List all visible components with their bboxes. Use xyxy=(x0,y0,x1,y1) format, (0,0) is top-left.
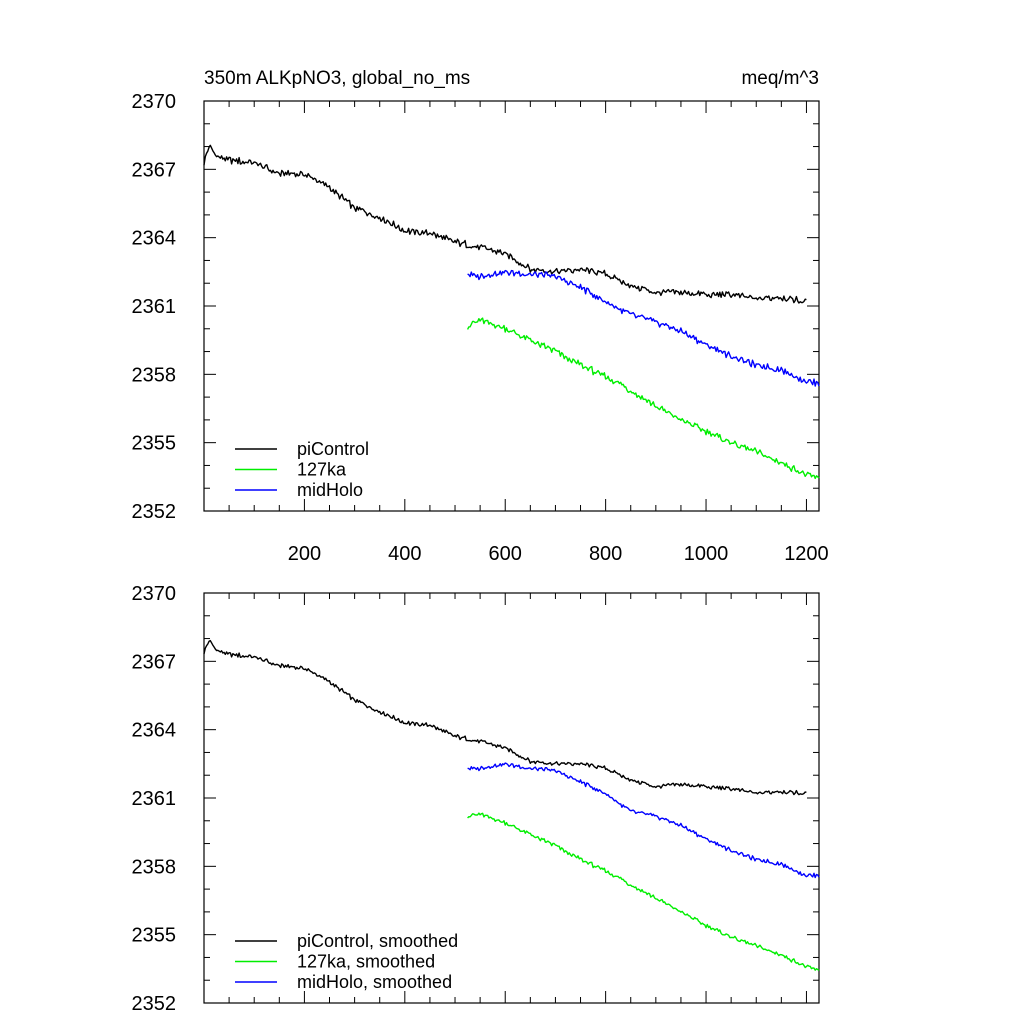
series-line-127ka xyxy=(466,317,820,480)
top-panel: 2352 2355 2358 2361 2364 2367 2370 200 400 600 800… xyxy=(132,68,829,565)
y-tick-label: 2364 xyxy=(132,228,177,250)
series-line-picontrol-smoothed xyxy=(203,639,807,796)
y-tick-label: 2355 xyxy=(132,433,177,455)
y-tick-label: 2358 xyxy=(132,364,177,386)
y-tick-label: 2352 xyxy=(132,501,177,523)
series-line-midholo-smoothed xyxy=(467,762,820,879)
x-tick-label: 200 xyxy=(288,543,321,565)
series-line-midholo xyxy=(467,269,820,387)
chart-title: 350m ALKpNO3, global_no_ms xyxy=(204,68,470,89)
y-tick-label: 2358 xyxy=(132,856,177,878)
y-tick-label: 2367 xyxy=(132,651,177,673)
x-tick-label: 1000 xyxy=(684,543,729,565)
legend-label: 127ka xyxy=(297,460,347,480)
y-tick-label: 2361 xyxy=(132,296,177,318)
y-tick-label: 2361 xyxy=(132,788,177,810)
series-line-127ka-smoothed xyxy=(467,812,820,971)
legend-label: midHolo xyxy=(297,480,363,500)
legend-label: midHolo, smoothed xyxy=(297,972,452,992)
x-tick-label: 800 xyxy=(589,543,622,565)
y-tick-label: 2355 xyxy=(132,925,177,947)
legend-label: 127ka, smoothed xyxy=(297,952,435,972)
bottom-panel: 2352 2355 2358 2361 2364 2367 2370 piControl, s… xyxy=(132,583,820,1015)
x-tick-label: 400 xyxy=(388,543,421,565)
series-line-picontrol xyxy=(203,144,807,304)
x-tick-label: 600 xyxy=(489,543,522,565)
y-tick-label: 2370 xyxy=(132,583,177,605)
y-tick-label: 2367 xyxy=(132,159,177,181)
x-tick-label: 1200 xyxy=(784,543,829,565)
y-tick-label: 2352 xyxy=(132,993,177,1015)
y-tick-label: 2364 xyxy=(132,720,177,742)
chart-units: meq/m^3 xyxy=(741,68,819,89)
legend-label: piControl xyxy=(297,439,369,459)
legend-label: piControl, smoothed xyxy=(297,931,458,951)
y-tick-label: 2370 xyxy=(132,91,177,113)
